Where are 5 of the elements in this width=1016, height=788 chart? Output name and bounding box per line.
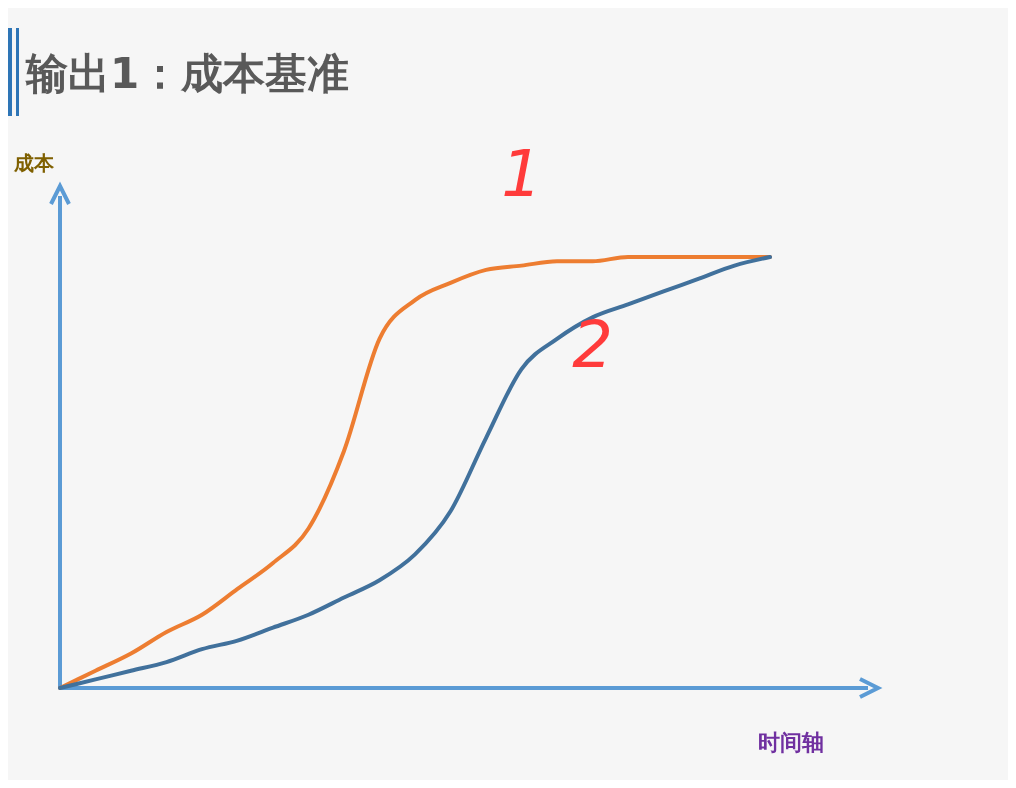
y-axis-title: 成本 [13, 151, 55, 175]
chart-title: 输出1：成本基准 [25, 49, 350, 98]
series-label: 1 [501, 136, 542, 211]
x-axis-title: 时间轴 [758, 730, 824, 755]
series-label: 2 [572, 308, 613, 383]
